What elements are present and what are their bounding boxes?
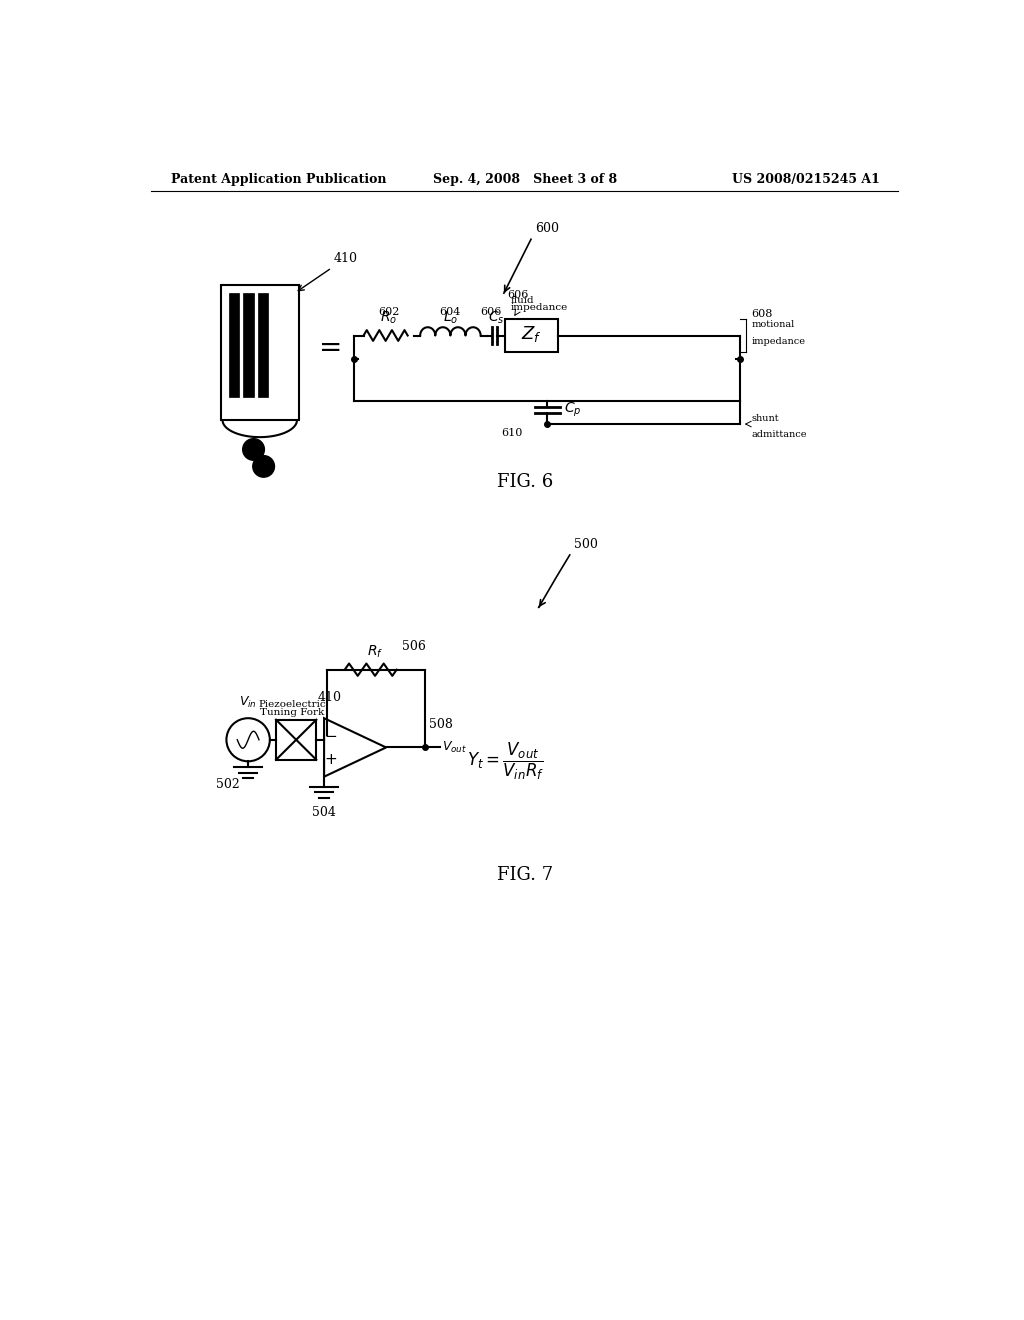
Text: US 2008/0215245 A1: US 2008/0215245 A1 bbox=[732, 173, 880, 186]
Text: FIG. 7: FIG. 7 bbox=[497, 866, 553, 883]
Bar bbox=[258, 293, 268, 397]
Text: $R_o$: $R_o$ bbox=[380, 310, 397, 326]
Text: 608: 608 bbox=[751, 309, 772, 318]
Text: 602: 602 bbox=[378, 308, 399, 317]
Text: $Z_f$: $Z_f$ bbox=[521, 323, 542, 345]
Text: shunt: shunt bbox=[751, 413, 778, 422]
Text: $R_f$: $R_f$ bbox=[367, 643, 383, 660]
Text: fluid: fluid bbox=[510, 296, 535, 305]
Text: 410: 410 bbox=[317, 692, 342, 705]
Text: $Y_t = \dfrac{V_{out}}{V_{in} R_f}$: $Y_t = \dfrac{V_{out}}{V_{in} R_f}$ bbox=[467, 741, 545, 781]
Bar bbox=[244, 293, 254, 397]
Bar bbox=[228, 293, 239, 397]
Text: $+$: $+$ bbox=[324, 752, 337, 767]
Text: FIG. 6: FIG. 6 bbox=[497, 473, 553, 491]
Text: 508: 508 bbox=[429, 718, 453, 730]
Text: admittance: admittance bbox=[751, 430, 807, 440]
Bar bbox=[276, 719, 316, 760]
Text: 610: 610 bbox=[501, 428, 522, 438]
Text: 504: 504 bbox=[312, 807, 336, 818]
Bar bbox=[221, 285, 299, 420]
Text: 500: 500 bbox=[573, 539, 597, 552]
Text: =: = bbox=[319, 335, 343, 363]
Text: 506: 506 bbox=[402, 640, 426, 653]
Text: $C_p$: $C_p$ bbox=[564, 401, 582, 420]
Text: Patent Application Publication: Patent Application Publication bbox=[171, 173, 386, 186]
Text: $L_o$: $L_o$ bbox=[442, 310, 458, 326]
Text: 502: 502 bbox=[216, 779, 240, 791]
Text: $-$: $-$ bbox=[324, 729, 337, 742]
Text: Tuning Fork: Tuning Fork bbox=[260, 708, 325, 717]
Text: $C_s$: $C_s$ bbox=[487, 310, 505, 326]
Text: impedance: impedance bbox=[510, 304, 567, 313]
Bar bbox=[505, 318, 558, 352]
Text: 604: 604 bbox=[439, 308, 461, 317]
Text: 600: 600 bbox=[535, 222, 559, 235]
Text: impedance: impedance bbox=[751, 337, 805, 346]
Circle shape bbox=[253, 455, 274, 478]
Text: 606: 606 bbox=[480, 308, 502, 317]
Text: Piezoelectric: Piezoelectric bbox=[258, 700, 326, 709]
Text: 410: 410 bbox=[334, 252, 357, 265]
Text: Sep. 4, 2008   Sheet 3 of 8: Sep. 4, 2008 Sheet 3 of 8 bbox=[433, 173, 616, 186]
Text: 606: 606 bbox=[507, 290, 528, 300]
Text: $V_{out}$: $V_{out}$ bbox=[442, 741, 467, 755]
Text: motional: motional bbox=[751, 321, 795, 330]
Text: $V_{in}$: $V_{in}$ bbox=[240, 696, 257, 710]
Circle shape bbox=[243, 438, 264, 461]
